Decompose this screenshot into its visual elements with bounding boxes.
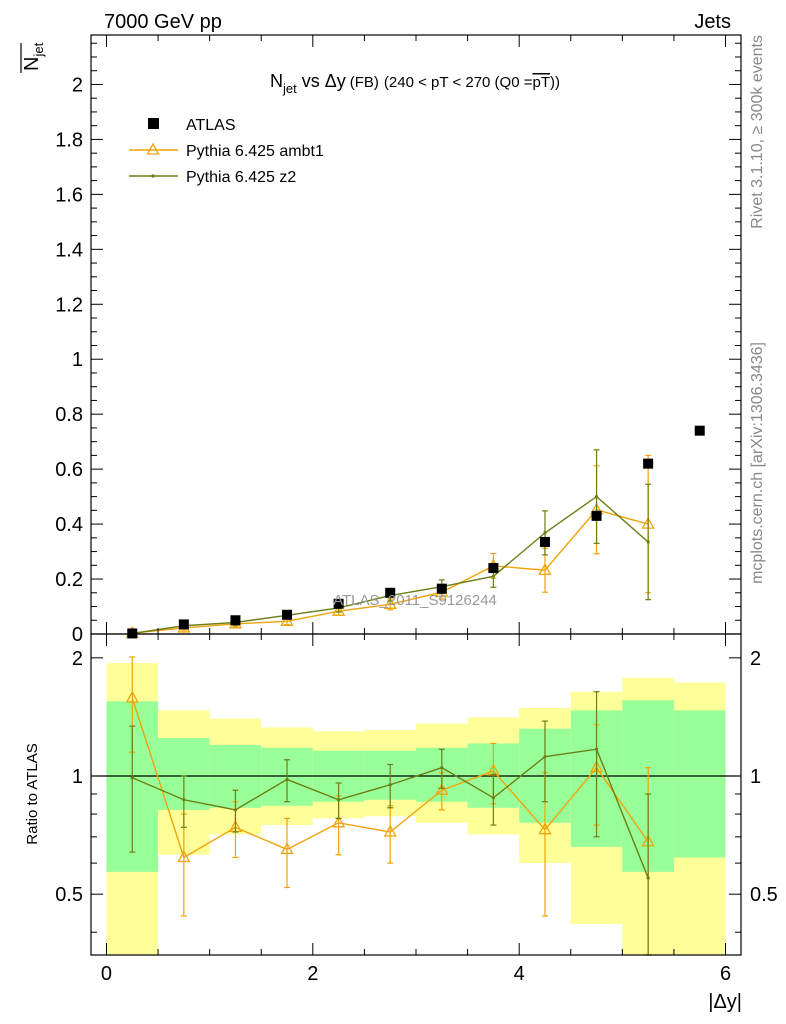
marker-ambt1 xyxy=(280,614,294,627)
marker-z2 xyxy=(594,747,599,751)
data-point-atlas xyxy=(539,536,550,547)
data-point-atlas xyxy=(643,458,654,469)
marker-ambt1 xyxy=(538,822,552,835)
ratio-y-tick-label: 1 xyxy=(72,766,83,788)
data-point-atlas xyxy=(591,510,602,521)
main-plot-panel: 0 0.2 0.4 0.6 0.8 1 1.2 1.4 1.6 1.8 2 xyxy=(55,34,742,646)
marker-z2 xyxy=(646,540,650,544)
y-tick-label: 1.4 xyxy=(55,239,83,261)
x-tick-label: 2 xyxy=(307,963,318,985)
y-tick-label: 0.2 xyxy=(55,569,83,591)
data-point-atlas xyxy=(333,598,344,609)
series-line-z2 xyxy=(132,495,649,635)
marker-z2 xyxy=(543,755,547,759)
data-point-atlas xyxy=(694,425,705,436)
main-plot-title: Njet vs Δy (FB) (240 < pT < 270 (Q0 =pT)) xyxy=(270,71,560,96)
marker-z2 xyxy=(440,766,444,770)
marker-z2 xyxy=(491,796,495,800)
marker-z2 xyxy=(543,531,547,535)
ratio-y-tick-label: 0.5 xyxy=(55,884,83,906)
series-line-ambt1 xyxy=(132,509,649,634)
marker-ambt1 xyxy=(332,603,346,616)
y-tick-label: 2 xyxy=(72,74,83,96)
ratio-y-tick-label: 2 xyxy=(750,648,761,670)
marker-z2 xyxy=(233,808,238,812)
data-point-atlas xyxy=(282,609,293,620)
legend-label-data: ATLAS xyxy=(186,117,236,134)
legend-marker-atlas xyxy=(148,118,159,129)
marker-z2 xyxy=(388,783,392,787)
marker-z2 xyxy=(182,798,186,802)
header-right-text: Jets xyxy=(694,11,731,33)
marker-z2 xyxy=(337,798,341,802)
marker-z2 xyxy=(646,876,650,880)
data-point-atlas xyxy=(488,563,499,574)
marker-z2 xyxy=(594,495,599,499)
y-tick-label: 0.4 xyxy=(55,514,83,536)
marker-ambt1 xyxy=(538,562,552,575)
rivet-version-label: Rivet 3.1.10, ≥ 300k events xyxy=(749,35,766,229)
data-point-atlas xyxy=(436,583,447,594)
x-tick-label: 6 xyxy=(720,963,731,985)
y-tick-label: 1.2 xyxy=(55,294,83,316)
y-tick-label: 1.6 xyxy=(55,184,83,206)
marker-ambt1 xyxy=(125,690,139,703)
x-axis-label: |Δy| xyxy=(708,991,742,1013)
marker-z2 xyxy=(285,777,289,782)
legend-label-ambt1: Pythia 6.425 ambt1 xyxy=(186,143,324,160)
x-tick-label: 4 xyxy=(514,963,525,985)
legend-label-z2: Pythia 6.425 z2 xyxy=(186,169,296,186)
marker-ambt1 xyxy=(177,850,191,863)
marker-ambt1 xyxy=(435,782,449,795)
ratio-plot-ylabel: Ratio to ATLAS xyxy=(24,743,41,844)
legend: ATLAS Pythia 6.425 ambt1 Pythia 6.425 z2 xyxy=(129,117,324,186)
legend-marker-z2 xyxy=(151,174,155,178)
ratio-y-tick-label: 0.5 xyxy=(750,884,778,906)
ratio-plot-panel: 0.5 0.5 1 1 2 2 0 2 4 6 xyxy=(55,633,778,985)
header-left-text: 7000 GeV pp xyxy=(104,11,222,33)
marker-ambt1 xyxy=(383,596,397,609)
marker-ambt1 xyxy=(332,815,346,828)
y-tick-label: 0 xyxy=(72,624,83,646)
main-plot-ylabel: Njet xyxy=(20,42,46,73)
data-point-atlas xyxy=(230,615,241,626)
data-point-atlas xyxy=(385,587,396,598)
data-point-atlas xyxy=(178,619,189,630)
marker-ambt1 xyxy=(383,824,397,837)
x-tick-label: 0 xyxy=(101,963,112,985)
ratio-y-tick-label: 2 xyxy=(72,648,83,670)
marker-z2 xyxy=(130,776,134,780)
ratio-y-tick-label: 1 xyxy=(750,766,761,788)
legend-marker-ambt1 xyxy=(146,142,160,155)
svg-text:Njet: Njet xyxy=(21,42,46,71)
y-tick-label: 1 xyxy=(72,349,83,371)
watermark-label: ATLAS_2011_S9126244 xyxy=(333,592,497,609)
marker-ambt1 xyxy=(280,842,294,855)
ratio-band-inner xyxy=(673,710,726,858)
mcplots-label: mcplots.cern.ch [arXiv:1306.3436] xyxy=(749,342,766,584)
y-tick-label: 1.8 xyxy=(55,129,83,151)
marker-z2 xyxy=(491,574,495,578)
y-tick-label: 0.8 xyxy=(55,404,83,426)
y-tick-label: 0.6 xyxy=(55,459,83,481)
